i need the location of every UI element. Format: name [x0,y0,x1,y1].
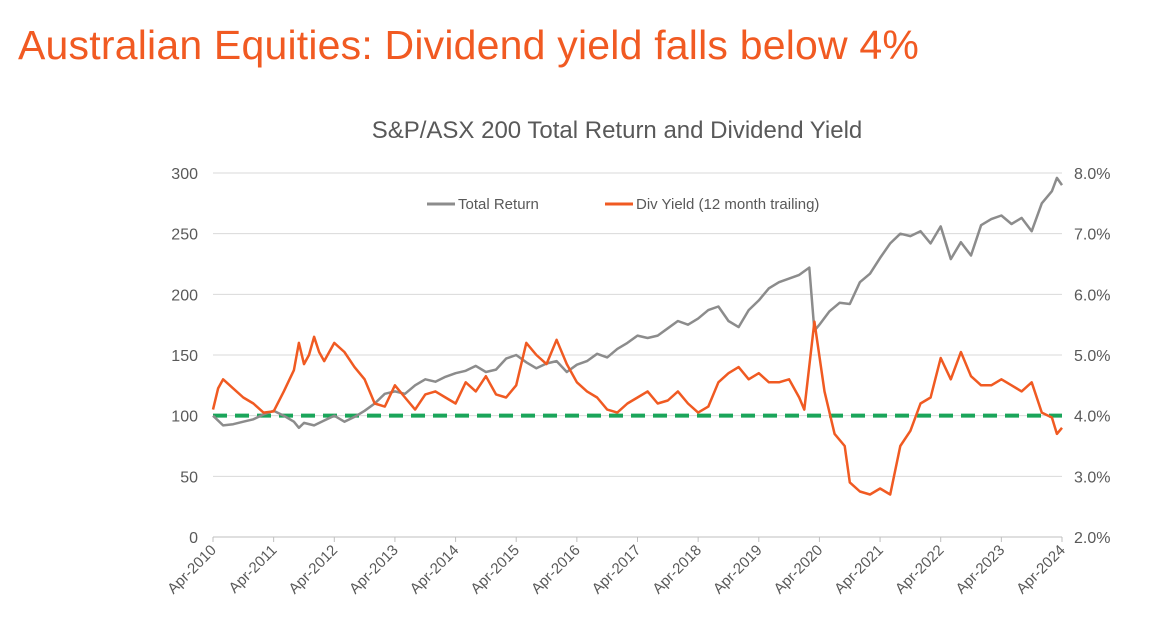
gridlines [213,172,1062,538]
y-right-tick-label: 5.0% [1074,348,1110,365]
y-left-tick-label: 250 [171,227,198,244]
series-line-div-yield [211,320,1063,496]
x-tick-label: Apr-2023 [953,542,1009,598]
x-tick-label: Apr-2010 [164,542,220,598]
y-left-tick-label: 300 [171,166,198,183]
x-tick-label: Apr-2017 [589,542,645,598]
x-tick-label: Apr-2013 [346,542,402,598]
legend: Total Return Div Yield (12 month trailing… [427,196,819,213]
chart-title: S&P/ASX 200 Total Return and Dividend Yi… [372,117,863,144]
y-left-tick-label: 50 [180,469,198,486]
x-tick-label: Apr-2014 [407,542,463,598]
x-tick-label: Apr-2019 [710,542,766,598]
series-layer [211,176,1064,496]
page-headline: Australian Equities: Dividend yield fall… [18,22,920,68]
x-tick-label: Apr-2022 [892,542,948,598]
y-right-tick-label: 2.0% [1074,530,1110,547]
x-tick-label: Apr-2012 [285,542,341,598]
y-right-tick-label: 7.0% [1074,227,1110,244]
y-right-tick-label: 3.0% [1074,469,1110,486]
right-y-axis: 2.0% 3.0% 4.0% 5.0% 6.0% 7.0% 8.0% [1074,166,1110,547]
legend-label: Div Yield (12 month trailing) [636,196,819,213]
y-right-tick-label: 6.0% [1074,287,1110,304]
x-tick-label: Apr-2015 [467,542,523,598]
x-tick-label: Apr-2018 [649,542,705,598]
y-left-tick-label: 0 [189,530,198,547]
x-tick-label: Apr-2011 [226,542,281,597]
x-axis: Apr-2010 Apr-2011 Apr-2012 Apr-2013 Apr-2014… [164,536,1069,598]
x-tick-label: Apr-2016 [528,542,584,598]
legend-label: Total Return [458,196,539,213]
y-right-tick-label: 8.0% [1074,166,1110,183]
x-tick-label: Apr-2020 [771,542,827,598]
left-y-axis: 0 50 100 150 200 250 300 [171,166,198,547]
x-tick-label: Apr-2024 [1013,542,1069,598]
y-right-tick-label: 4.0% [1074,409,1110,426]
y-left-tick-label: 150 [171,348,198,365]
series-line-total-return [212,176,1064,430]
y-left-tick-label: 200 [171,287,198,304]
y-left-tick-label: 100 [171,409,198,426]
x-tick-label: Apr-2021 [831,542,887,598]
